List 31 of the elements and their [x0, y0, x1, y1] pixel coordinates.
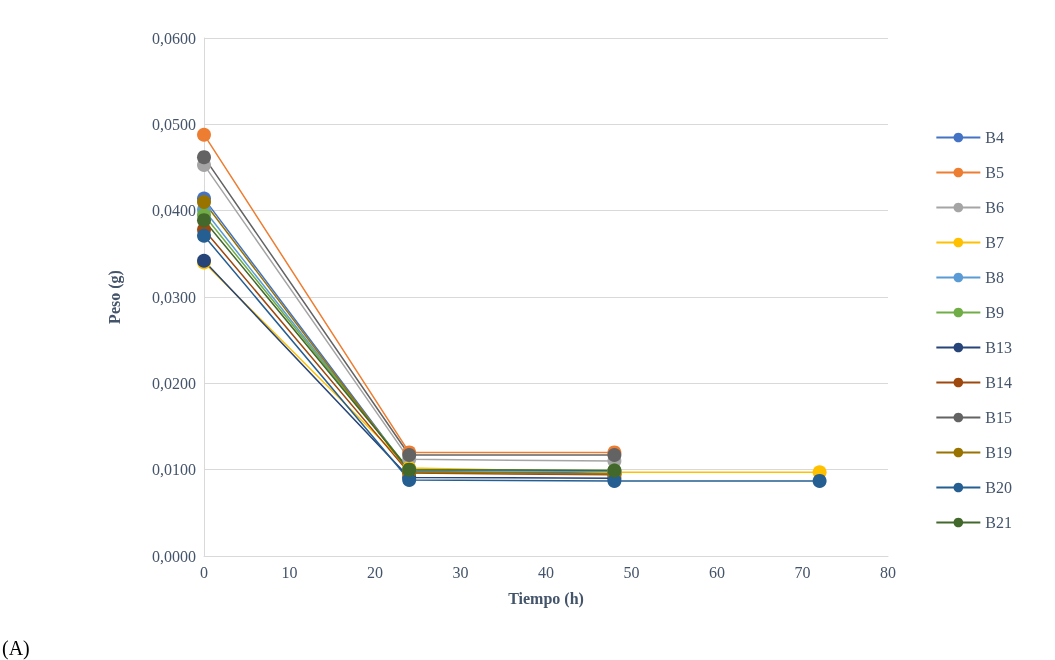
- x-tick-label: 40: [538, 563, 554, 581]
- x-tick-label: 50: [623, 563, 640, 581]
- legend-label: B6: [985, 199, 1004, 216]
- y-tick-label: 0,0100: [152, 461, 196, 479]
- y-tick-label: 0,0400: [152, 202, 196, 220]
- legend-label: B5: [985, 164, 1004, 181]
- legend-label: B9: [985, 304, 1004, 321]
- x-tick-label: 60: [709, 563, 725, 581]
- x-axis-title: Tiempo (h): [508, 589, 584, 608]
- y-tick-label: 0,0500: [152, 115, 196, 133]
- x-tick-label: 10: [281, 563, 298, 581]
- x-tick-label: 70: [794, 563, 811, 581]
- legend-label: B15: [985, 409, 1012, 426]
- legend-label: B14: [985, 374, 1012, 391]
- legend-label: B7: [985, 234, 1004, 251]
- legend-label: B8: [985, 269, 1004, 286]
- text: (A): [2, 637, 30, 660]
- x-tick-label: 80: [880, 563, 896, 581]
- legend-label: B21: [985, 514, 1012, 531]
- y-tick-label: 0,0200: [152, 374, 196, 392]
- x-tick-label: 0: [200, 563, 208, 581]
- y-tick-label: 0,0600: [152, 29, 196, 47]
- legend-label: B19: [985, 444, 1012, 461]
- legend-label: B13: [985, 339, 1012, 356]
- y-tick-label: 0,0300: [152, 288, 196, 306]
- y-axis-title: Peso (g): [105, 270, 124, 324]
- x-tick-label: 30: [452, 563, 469, 581]
- y-tick-label: 0,0000: [152, 547, 196, 565]
- legend-label: B4: [985, 129, 1004, 146]
- legend-label: B20: [985, 479, 1012, 496]
- x-tick-label: 20: [367, 563, 383, 581]
